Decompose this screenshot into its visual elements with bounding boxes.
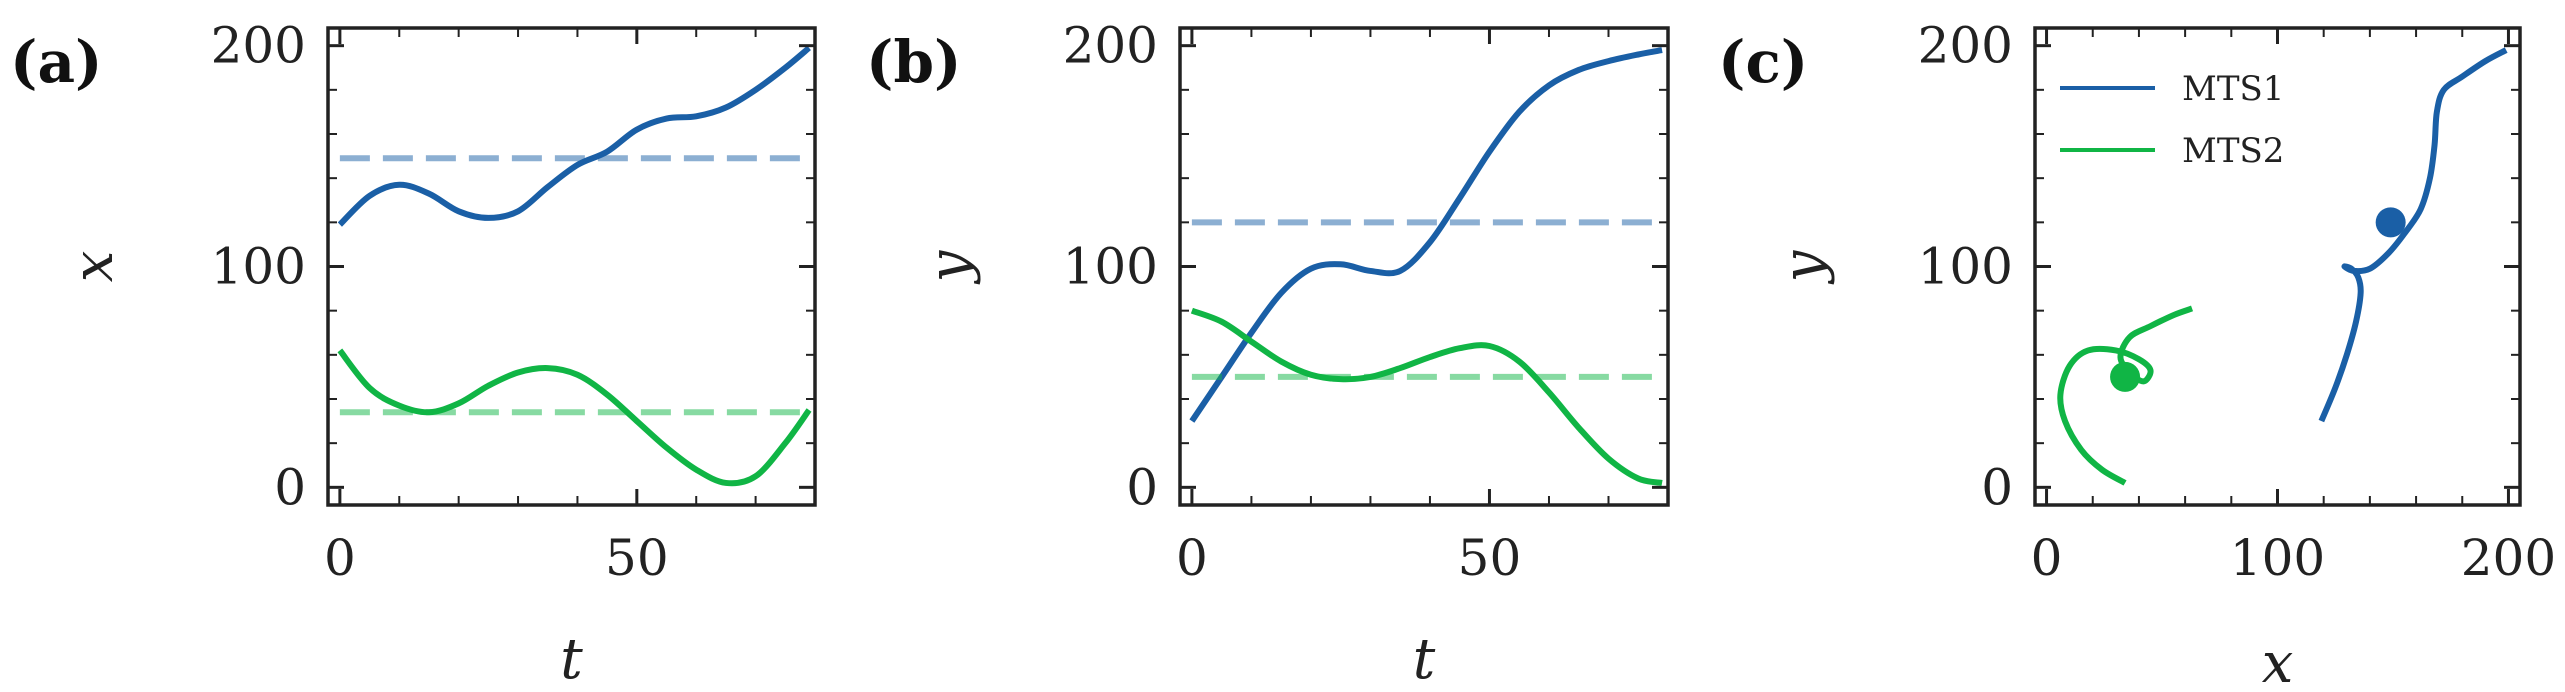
y-tick-label: 0 bbox=[1126, 458, 1158, 516]
y-tick-label: 0 bbox=[1981, 458, 2013, 516]
legend-label-mts2: MTS2 bbox=[2182, 131, 2284, 171]
panel-a: 0 50 0 100 200 t x (a) bbox=[10, 17, 817, 692]
mts1-marker-point bbox=[2375, 207, 2406, 238]
panel-label: (b) bbox=[866, 28, 961, 96]
legend-label-mts1: MTS1 bbox=[2182, 69, 2284, 109]
legend: MTS1 MTS2 bbox=[2060, 69, 2284, 171]
x-tick-label: 0 bbox=[324, 529, 356, 587]
panel-b: 0 50 0 100 200 t y (b) bbox=[866, 17, 1670, 692]
x-axis-label: x bbox=[2262, 631, 2294, 692]
y-axis-label: y bbox=[1771, 249, 1836, 285]
mts1-series-line bbox=[1189, 47, 1663, 423]
x-axis-label: t bbox=[560, 627, 583, 692]
mts1-series-line bbox=[337, 45, 811, 227]
x-tick-label: 200 bbox=[2461, 529, 2556, 587]
mts2-marker-point bbox=[2110, 361, 2141, 392]
x-tick-label: 50 bbox=[1458, 529, 1522, 587]
x-axis-label: t bbox=[1413, 627, 1436, 692]
x-tick-label: 0 bbox=[2031, 529, 2063, 587]
plot-area bbox=[2057, 47, 2508, 486]
plot-frame bbox=[1178, 26, 1670, 507]
mts1-series-line bbox=[2318, 47, 2508, 423]
x-tick-label: 0 bbox=[1176, 529, 1208, 587]
mts2-series-line bbox=[1190, 307, 1663, 486]
mts2-series-line bbox=[337, 348, 812, 487]
y-axis-label: y bbox=[917, 249, 982, 285]
y-tick-label: 100 bbox=[1063, 238, 1158, 296]
panel-label: (a) bbox=[10, 28, 102, 96]
panel-label: (c) bbox=[1718, 28, 1808, 96]
y-tick-label: 0 bbox=[274, 458, 306, 516]
x-tick-label: 50 bbox=[605, 529, 669, 587]
plot-area bbox=[1189, 47, 1663, 486]
mts2-series-line bbox=[2057, 305, 2194, 486]
y-tick-label: 200 bbox=[1063, 17, 1158, 75]
y-tick-label: 100 bbox=[211, 238, 306, 296]
y-axis-label: x bbox=[61, 251, 126, 283]
y-tick-label: 100 bbox=[1918, 238, 2013, 296]
y-tick-label: 200 bbox=[1918, 17, 2013, 75]
x-tick-label: 100 bbox=[2230, 529, 2325, 587]
panel-c: 0 100 200 0 100 200 x y (c) MTS1 MTS2 bbox=[1718, 17, 2556, 692]
y-tick-label: 200 bbox=[211, 17, 306, 75]
plot-area bbox=[337, 45, 812, 487]
